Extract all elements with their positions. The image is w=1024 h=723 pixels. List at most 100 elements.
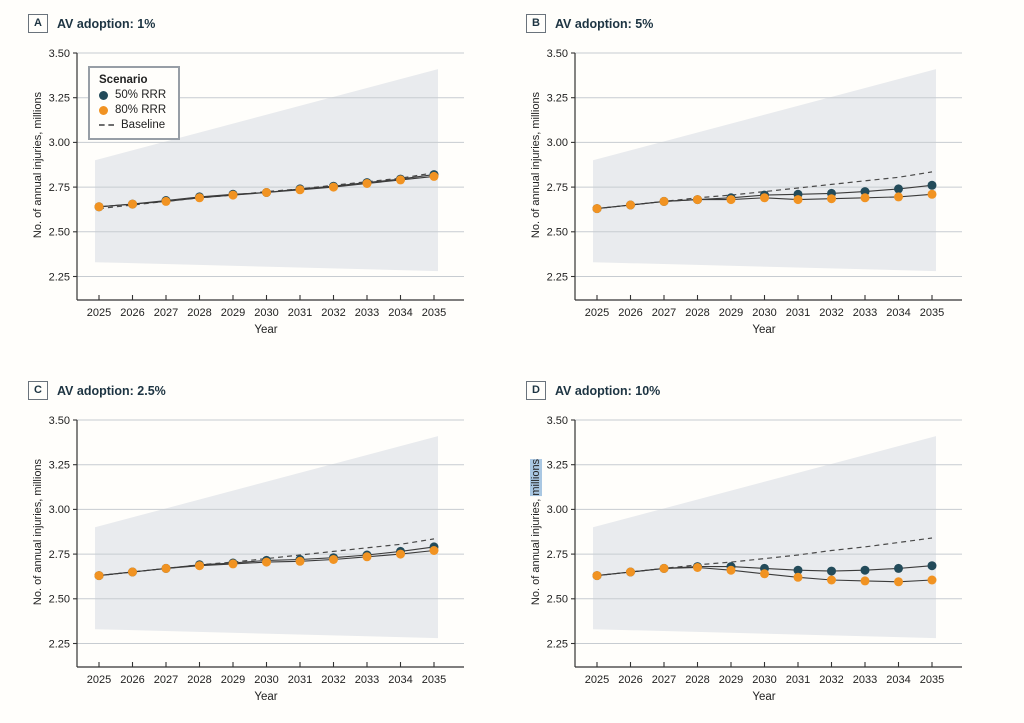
orange-dot-icon — [99, 105, 108, 115]
panel-b: B AV adoption: 5% No. of annual injuries… — [512, 10, 1012, 356]
x-tick-label: 2031 — [786, 307, 810, 319]
data-point — [894, 192, 903, 202]
x-tick-label: 2029 — [221, 307, 245, 319]
x-tick-label: 2027 — [652, 307, 676, 319]
x-tick-label: 2025 — [585, 674, 609, 686]
chart-svg-a: 2.25 2.50 2.75 3.00 3.25 3.50 2025 2026 2027 2028… — [49, 48, 464, 336]
chart-svg-c: 2.25 2.50 2.75 3.00 3.25 3.50 2025 2026 2027 2028… — [49, 415, 464, 703]
x-axis-ticks: 2025 2026 2027 2028 2029 2030 2031 2032 2033 2034… — [585, 662, 944, 686]
data-point — [927, 180, 937, 190]
x-tick-label: 2032 — [321, 307, 345, 319]
legend-label: Baseline — [121, 119, 166, 131]
data-point — [396, 175, 405, 185]
data-point — [860, 187, 870, 197]
axes — [76, 420, 464, 668]
x-tick-label: 2027 — [154, 307, 178, 319]
data-point — [262, 557, 271, 567]
x-tick-label: 2030 — [752, 307, 776, 319]
data-point — [329, 182, 338, 192]
data-point — [927, 575, 937, 585]
x-tick-label: 2027 — [154, 674, 178, 686]
data-point — [626, 567, 635, 577]
y-axis-ticks: 2.25 2.50 2.75 3.00 3.25 3.50 — [49, 48, 77, 283]
data-point — [927, 561, 937, 571]
data-point — [693, 563, 702, 572]
data-point — [659, 563, 669, 573]
y-tick-label: 2.50 — [49, 227, 70, 239]
x-tick-label: 2026 — [618, 674, 642, 686]
legend: Scenario 50% RRR 80% RRR Baseline — [88, 66, 181, 140]
y-tick-label: 2.25 — [547, 638, 568, 650]
y-tick-label: 3.00 — [49, 137, 70, 149]
axes — [574, 420, 962, 668]
axes — [76, 53, 464, 301]
data-point — [927, 189, 937, 199]
y-tick-label: 3.50 — [49, 48, 70, 60]
x-tick-label: 2031 — [786, 674, 810, 686]
data-point — [793, 195, 803, 205]
panel-a-header: A AV adoption: 1% — [28, 14, 155, 33]
panel-title: AV adoption: 1% — [56, 16, 156, 31]
x-axis-title: Year — [752, 691, 775, 703]
data-point — [128, 199, 137, 209]
data-point — [295, 556, 305, 566]
data-point — [860, 193, 870, 203]
series-80-rrr — [592, 189, 937, 214]
x-tick-label: 2029 — [719, 674, 743, 686]
x-tick-label: 2029 — [719, 307, 743, 319]
data-point — [827, 566, 836, 576]
y-tick-label: 3.25 — [547, 460, 568, 472]
data-point — [626, 200, 635, 210]
legend-title: Scenario — [99, 74, 148, 86]
panel-d-header: D AV adoption: 10% — [526, 381, 660, 400]
y-tick-label: 2.75 — [547, 182, 568, 194]
x-axis-title: Year — [254, 691, 277, 703]
x-tick-label: 2034 — [388, 674, 412, 686]
y-tick-label: 3.00 — [547, 504, 568, 516]
x-tick-label: 2033 — [853, 674, 877, 686]
y-axis-ticks: 2.25 2.50 2.75 3.00 3.25 3.50 — [547, 415, 575, 650]
y-tick-label: 2.50 — [49, 594, 70, 606]
data-point — [793, 565, 803, 575]
uncertainty-band — [95, 69, 438, 272]
x-tick-label: 2032 — [819, 307, 843, 319]
data-point — [860, 576, 870, 586]
y-tick-label: 2.50 — [547, 227, 568, 239]
x-axis-ticks: 2025 2026 2027 2028 2029 2030 2031 2032 2033 2034… — [87, 662, 446, 686]
x-tick-label: 2026 — [120, 674, 144, 686]
x-tick-label: 2035 — [422, 307, 446, 319]
dashed-line-icon — [99, 124, 114, 126]
data-point — [94, 202, 104, 212]
data-point — [760, 569, 769, 579]
y-tick-label: 2.75 — [49, 182, 70, 194]
x-tick-label: 2031 — [288, 674, 312, 686]
panel-c-header: C AV adoption: 2.5% — [28, 381, 166, 400]
x-tick-label: 2034 — [886, 307, 910, 319]
data-point — [592, 204, 602, 214]
panel-title: AV adoption: 5% — [554, 16, 654, 31]
panel-b-header: B AV adoption: 5% — [526, 14, 653, 33]
panel-letter-badge: D — [526, 381, 546, 400]
x-tick-label: 2032 — [819, 674, 843, 686]
data-point — [262, 188, 271, 197]
x-tick-label: 2025 — [87, 307, 111, 319]
uncertainty-band — [95, 436, 438, 639]
chart-svg-d: 2.25 2.50 2.75 3.00 3.25 3.50 2025 2026 2027 2028… — [547, 415, 962, 703]
panel-c: C AV adoption: 2.5% No. of annual injuri… — [14, 377, 514, 723]
y-tick-label: 3.25 — [49, 460, 70, 472]
x-tick-label: 2025 — [87, 674, 111, 686]
gridlines — [575, 419, 962, 644]
data-point — [362, 552, 372, 562]
x-tick-label: 2027 — [652, 674, 676, 686]
legend-label: 50% RRR — [115, 89, 167, 101]
x-tick-label: 2030 — [254, 307, 278, 319]
data-point — [362, 179, 372, 188]
data-point — [94, 571, 104, 581]
data-point — [195, 193, 204, 203]
data-point — [329, 555, 338, 564]
y-tick-label: 3.00 — [547, 137, 568, 149]
y-tick-label: 3.50 — [547, 415, 568, 427]
x-tick-label: 2035 — [422, 674, 446, 686]
y-tick-label: 2.75 — [547, 549, 568, 561]
series-80-rrr — [592, 563, 937, 587]
